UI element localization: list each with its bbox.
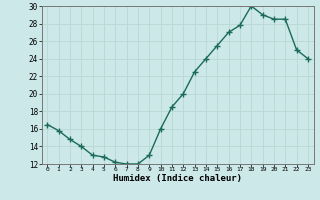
X-axis label: Humidex (Indice chaleur): Humidex (Indice chaleur) — [113, 174, 242, 183]
